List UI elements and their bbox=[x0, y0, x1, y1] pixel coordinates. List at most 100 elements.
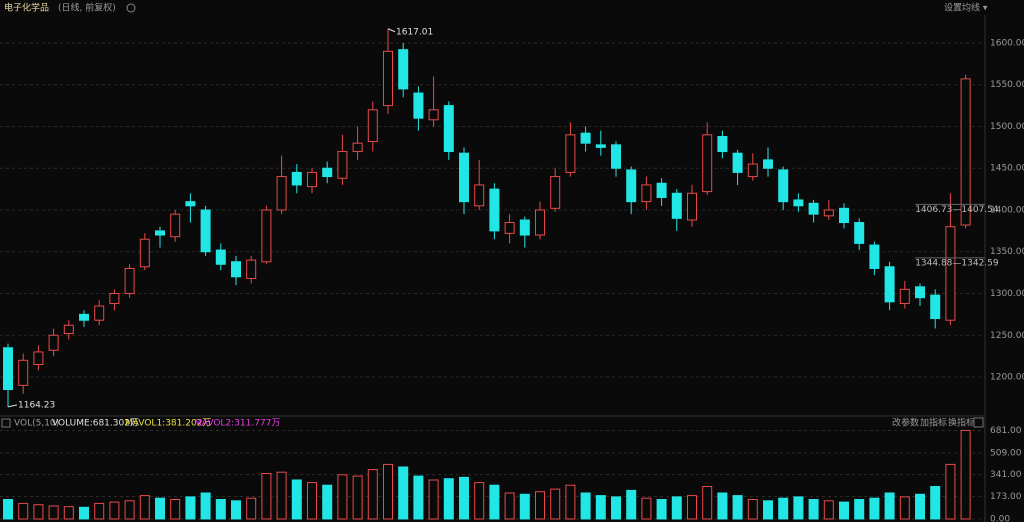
candle-body bbox=[474, 184, 485, 207]
candle-body bbox=[611, 144, 621, 169]
y-tick-label: 1500.00 bbox=[990, 122, 1024, 132]
volume-bar bbox=[580, 492, 591, 520]
volume-bar bbox=[398, 466, 409, 520]
volume-bar bbox=[823, 500, 834, 520]
volume-bar bbox=[63, 506, 74, 520]
volume-bar bbox=[763, 500, 773, 520]
candle-body bbox=[519, 219, 530, 236]
annotation: 1617.01 bbox=[396, 27, 433, 37]
candle-body bbox=[489, 188, 500, 232]
y-tick-label: 1550.00 bbox=[990, 80, 1024, 90]
volume-bar bbox=[18, 502, 29, 520]
candle-body bbox=[550, 176, 561, 209]
y-tick-label: 173.00 bbox=[990, 492, 1022, 502]
candle-body bbox=[215, 249, 226, 265]
volume-bar bbox=[656, 499, 667, 520]
candle-body bbox=[33, 351, 44, 365]
volume-bar bbox=[231, 500, 241, 520]
candle-body bbox=[763, 159, 773, 169]
volume-bar bbox=[960, 429, 971, 520]
candle-body bbox=[854, 222, 865, 244]
volume-bar bbox=[899, 496, 910, 520]
volume-bar bbox=[337, 474, 348, 520]
volume-bar bbox=[48, 505, 59, 520]
volume-bar bbox=[778, 497, 789, 520]
annotation-line bbox=[7, 404, 18, 408]
volume-text: VOLUME:681.302万 bbox=[52, 419, 139, 429]
y-tick-label: 1250.00 bbox=[990, 331, 1024, 341]
volume-bar bbox=[215, 499, 226, 520]
candle-body bbox=[307, 171, 317, 188]
candle-body bbox=[246, 259, 257, 279]
candle-body bbox=[124, 267, 135, 294]
volume-bar bbox=[459, 476, 469, 520]
volume-bar bbox=[124, 500, 135, 520]
y-tick-label: 341.00 bbox=[990, 470, 1022, 480]
candle-body bbox=[79, 313, 89, 321]
mavol2-text: MAVOL2:311.777万 bbox=[194, 419, 280, 429]
button[interactable]: 换指标 bbox=[948, 417, 975, 429]
candle-body bbox=[580, 132, 591, 144]
volume-bar bbox=[352, 475, 363, 520]
volume-bar bbox=[519, 493, 530, 520]
candle-body bbox=[595, 144, 606, 148]
close-icon[interactable] bbox=[973, 417, 984, 428]
volume-bar bbox=[322, 484, 333, 520]
candle-body bbox=[261, 209, 272, 263]
settings-icon[interactable] bbox=[126, 3, 136, 13]
candle-body bbox=[717, 136, 728, 153]
volume-bar bbox=[550, 488, 561, 520]
candle-body bbox=[276, 176, 287, 211]
candle-body bbox=[185, 201, 196, 207]
candle-body bbox=[793, 199, 804, 207]
ma-settings[interactable]: 设置均线 ▾ bbox=[944, 2, 988, 14]
chart-title: 电子化学品 bbox=[4, 2, 49, 14]
candle-body bbox=[18, 359, 29, 386]
candle-body bbox=[869, 244, 880, 269]
candle-body bbox=[747, 163, 758, 178]
candle-body bbox=[63, 324, 74, 335]
candle-body bbox=[383, 50, 393, 107]
candle-body bbox=[702, 134, 713, 193]
volume-bar bbox=[139, 495, 150, 520]
volume-bar bbox=[945, 463, 956, 520]
volume-bar bbox=[595, 495, 606, 520]
mavol1-text: MAVOL1:381.202万 bbox=[125, 419, 211, 429]
button[interactable]: 加指标 bbox=[920, 417, 947, 429]
candle-body bbox=[945, 226, 956, 321]
candle-body bbox=[899, 288, 910, 305]
candle-body bbox=[170, 213, 181, 238]
volume-bar bbox=[276, 471, 287, 520]
help-icon[interactable] bbox=[1, 418, 11, 428]
candle-body bbox=[915, 286, 925, 299]
candle-body bbox=[413, 92, 424, 119]
volume-bar bbox=[504, 492, 515, 520]
volume-bar bbox=[884, 492, 895, 520]
volume-bar bbox=[185, 496, 196, 520]
volume-bar bbox=[489, 484, 500, 520]
candle-body bbox=[109, 292, 120, 305]
volume-bar bbox=[915, 493, 925, 520]
y-tick-label: 1600.00 bbox=[990, 38, 1024, 48]
y-tick-label: 0.00 bbox=[990, 515, 1010, 522]
candle-body bbox=[808, 202, 819, 215]
volume-bar bbox=[611, 496, 621, 520]
volume-bar bbox=[200, 492, 211, 520]
candle-body bbox=[231, 261, 241, 278]
volume-bar bbox=[33, 504, 44, 520]
candle-body bbox=[930, 294, 941, 320]
vol-label: VOL(5,10) bbox=[14, 419, 59, 429]
annotation: 1164.23 bbox=[18, 400, 55, 410]
button[interactable]: 改参数 bbox=[892, 417, 919, 429]
candle-body bbox=[641, 184, 652, 203]
candle-body bbox=[139, 238, 150, 268]
candle-body bbox=[535, 209, 545, 236]
candle-body bbox=[337, 151, 348, 179]
volume-bar bbox=[413, 475, 424, 520]
candle-body bbox=[398, 49, 409, 90]
volume-bar bbox=[109, 501, 120, 520]
candle-body bbox=[291, 171, 302, 186]
volume-bar bbox=[717, 492, 728, 520]
